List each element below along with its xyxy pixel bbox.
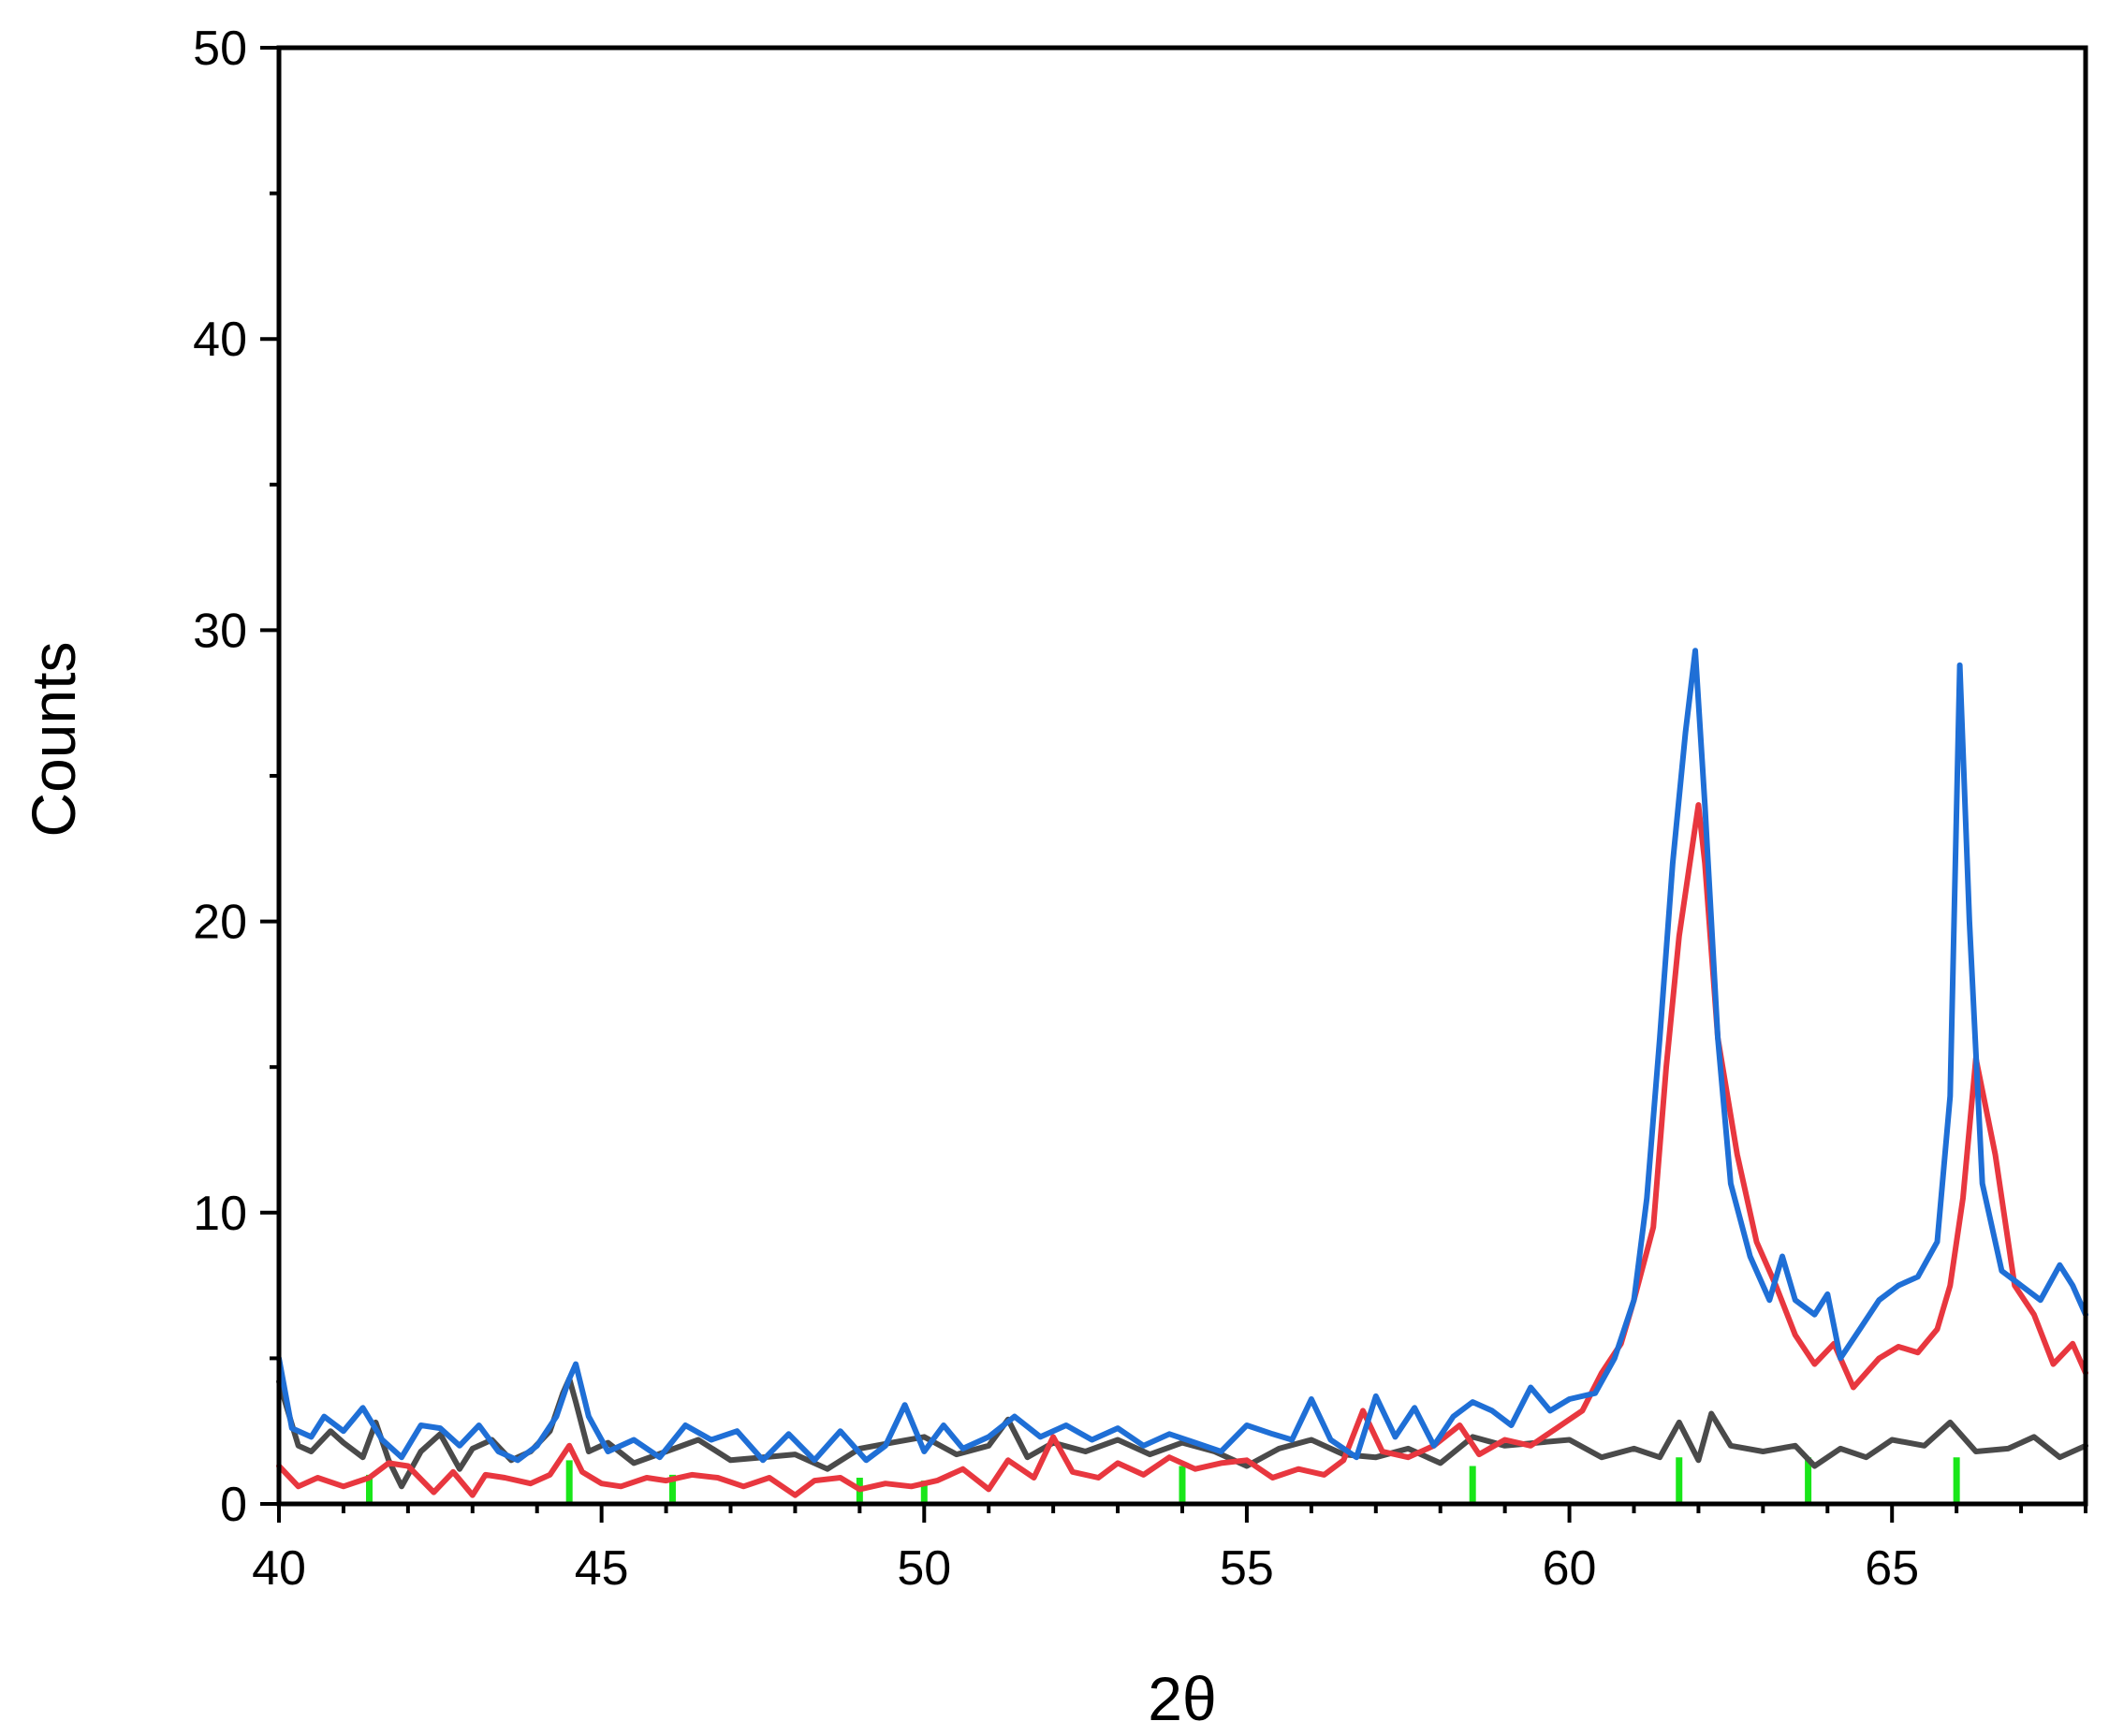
- series-group: [276, 648, 2088, 1498]
- y-tick-label: 50: [193, 22, 247, 76]
- y-tick-label: 20: [193, 896, 247, 950]
- x-tick-label: 50: [897, 1541, 951, 1596]
- y-tick-label: 40: [193, 313, 247, 367]
- axes-group: 40 45 50 55 60 65 0 10 20 30 40 50: [193, 22, 2087, 1596]
- y-tick-label: 10: [193, 1187, 247, 1241]
- y-tick-label: 30: [193, 604, 247, 658]
- x-tick-label: 45: [575, 1541, 629, 1596]
- series-line-2: [276, 802, 2088, 1498]
- series-line-3: [276, 648, 2088, 1464]
- x-tick-label: 60: [1543, 1541, 1597, 1596]
- x-tick-label: 65: [1865, 1541, 1919, 1596]
- x-axis-title: 2θ: [1148, 1664, 1216, 1733]
- y-tick-label: 0: [220, 1478, 247, 1532]
- plot-frame: [276, 45, 2088, 1507]
- x-tick-label: 40: [252, 1541, 306, 1596]
- x-tick-label: 55: [1220, 1541, 1274, 1596]
- reference-markers-group: [366, 1457, 1960, 1504]
- y-axis-title: Counts: [19, 641, 88, 837]
